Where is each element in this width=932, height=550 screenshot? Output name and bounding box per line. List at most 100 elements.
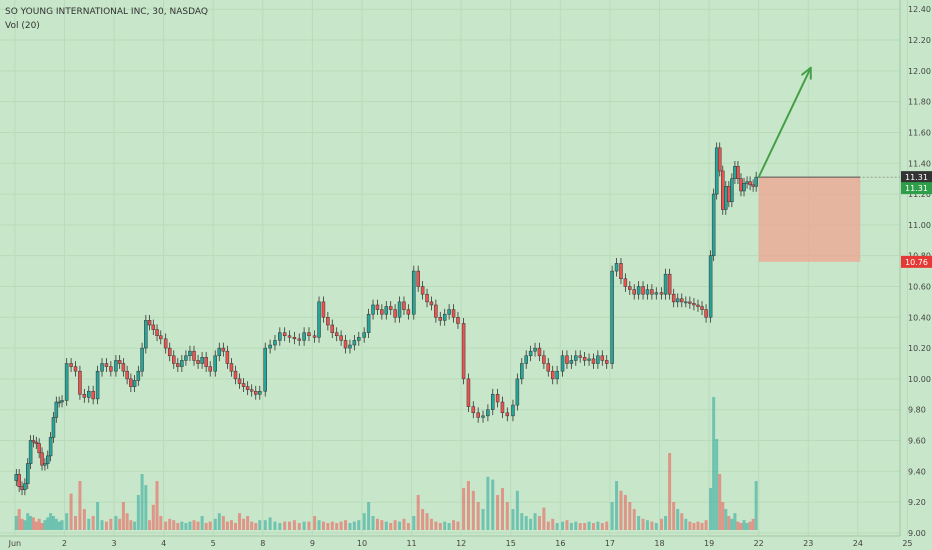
candle-body xyxy=(397,301,402,318)
candle-body xyxy=(91,390,95,400)
volume-bar xyxy=(159,516,163,530)
volume-bar xyxy=(302,521,306,530)
volume-indicator-label[interactable]: Vol (20) xyxy=(5,21,40,31)
volume-bar xyxy=(136,495,140,530)
candle-body xyxy=(292,337,297,340)
volume-bar xyxy=(87,518,91,530)
candle-body xyxy=(200,357,204,364)
volume-bar xyxy=(121,502,125,530)
candle-body xyxy=(362,332,366,338)
volume-bar xyxy=(46,517,50,530)
candle-body xyxy=(420,286,425,295)
volume-bar xyxy=(748,521,752,530)
volume-bar xyxy=(263,520,267,530)
volume-bar xyxy=(615,481,619,530)
candle-body xyxy=(48,437,53,457)
candle-body xyxy=(466,378,471,407)
candle-body xyxy=(505,412,510,417)
volume-bar xyxy=(402,518,406,530)
price-axis[interactable]: 12.40 12.20 12.00 11.80 11.60 11.40 11.20 11.00… xyxy=(908,5,931,538)
candle-body xyxy=(528,350,533,357)
price-tick-label: 11.20 xyxy=(908,190,931,199)
candle-body xyxy=(196,360,200,364)
candle-body xyxy=(104,363,109,367)
stop-price-badge-bg xyxy=(901,255,932,268)
candle-body xyxy=(533,347,537,352)
chart-legend: SO YOUNG INTERNATIONAL INC, 30, NASDAQ V… xyxy=(5,5,208,33)
candle-body xyxy=(412,270,416,315)
volume-bar xyxy=(37,518,41,530)
price-tick-label: 10.60 xyxy=(908,282,931,291)
time-axis[interactable]: Jun 2 3 4 5 8 9 10 11 12 15 16 17 18 19 22 23 24 25 xyxy=(8,539,913,548)
time-tick-label: 2 xyxy=(62,539,67,548)
candle-body xyxy=(688,301,692,304)
volume-bar xyxy=(511,509,515,530)
last-price-badge-bg xyxy=(901,182,932,195)
candle-body xyxy=(623,278,628,287)
candle-body xyxy=(745,181,749,184)
candle-body xyxy=(700,306,704,310)
volume-bar xyxy=(660,518,664,530)
volume-bar xyxy=(727,516,731,530)
volume-bar xyxy=(447,523,451,530)
candle-body xyxy=(742,183,746,192)
volume-bar xyxy=(456,521,460,530)
candle-body xyxy=(500,401,505,414)
volume-bar xyxy=(114,516,118,530)
volume-bar xyxy=(561,521,565,530)
volume-bar xyxy=(60,520,64,530)
volume-bar xyxy=(96,502,100,530)
time-tick-label: 11 xyxy=(406,539,416,548)
volume-bar xyxy=(40,523,44,530)
candle-body xyxy=(371,304,375,315)
candle-body xyxy=(17,474,21,487)
candle-body xyxy=(176,363,180,367)
candle-body xyxy=(297,338,302,341)
volume-bar xyxy=(500,488,504,530)
volume-bar xyxy=(736,521,740,530)
candle-body xyxy=(229,363,234,372)
volume-bar xyxy=(429,518,433,530)
candle-body xyxy=(43,463,47,466)
volume-bar xyxy=(217,513,221,530)
candle-body xyxy=(69,363,73,367)
candle-body xyxy=(645,289,650,295)
volume-bar xyxy=(20,518,24,530)
candle-body xyxy=(339,335,343,341)
volume-bar xyxy=(668,453,672,530)
volume-bar xyxy=(258,520,262,530)
time-tick-label: 5 xyxy=(211,539,216,548)
volume-bar xyxy=(100,520,104,530)
candle-body xyxy=(245,386,250,390)
symbol-title[interactable]: SO YOUNG INTERNATIONAL INC, 30, NASDAQ xyxy=(5,7,208,17)
time-tick-label: 16 xyxy=(555,539,565,548)
time-tick-label: 4 xyxy=(161,539,166,548)
volume-bar xyxy=(344,520,348,530)
candle-body xyxy=(217,347,222,357)
candle-body xyxy=(610,270,614,364)
price-tick-label: 11.00 xyxy=(908,221,931,230)
volume-bar xyxy=(733,513,737,530)
volume-bar xyxy=(709,488,713,530)
volume-bar xyxy=(605,521,609,530)
candle-body xyxy=(402,301,406,310)
volume-bar xyxy=(481,509,485,530)
candle-body xyxy=(416,270,420,287)
volume-bar xyxy=(184,523,188,530)
candle-body xyxy=(334,332,339,337)
volume-bars xyxy=(14,397,758,530)
candle-body xyxy=(476,412,480,418)
volume-bar xyxy=(754,481,758,530)
candle-body xyxy=(380,309,384,315)
candle-body xyxy=(628,286,632,290)
candle-body xyxy=(155,329,159,337)
volume-bar xyxy=(313,516,317,530)
volume-bar xyxy=(700,523,704,530)
volume-bar xyxy=(180,521,184,530)
candle-body xyxy=(721,170,725,210)
candle-body xyxy=(31,440,36,443)
candle-body xyxy=(307,332,311,337)
candle-body xyxy=(241,383,246,387)
volume-bar xyxy=(133,521,137,530)
